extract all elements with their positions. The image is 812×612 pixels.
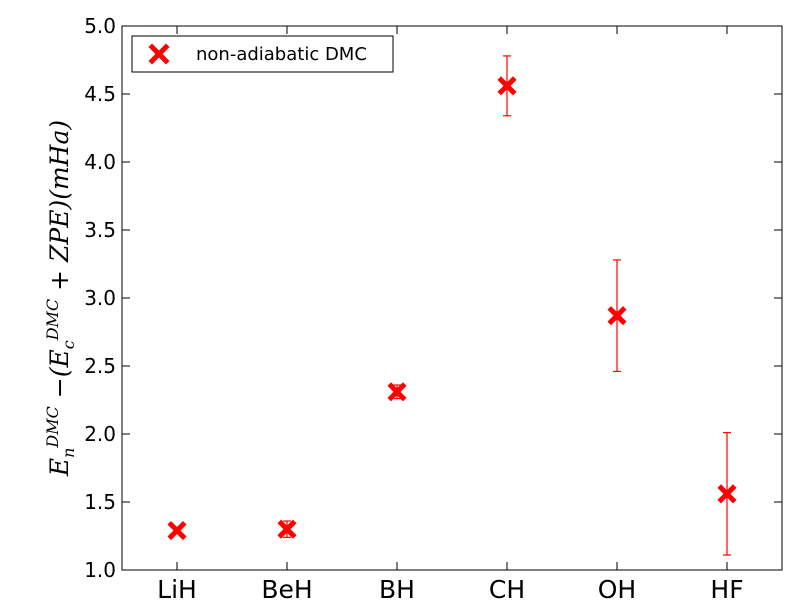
marker-stroke	[497, 76, 517, 96]
marker-stroke	[167, 521, 187, 541]
x-tick-label: CH	[489, 575, 525, 604]
y-tick-label: 4.0	[84, 150, 116, 174]
data-point	[167, 521, 187, 541]
ylabel-dmc: DMC	[43, 406, 62, 448]
y-tick-label: 5.0	[84, 14, 116, 38]
ylabel-minus: −(	[45, 366, 74, 406]
legend-marker	[148, 43, 170, 65]
data-point	[717, 432, 737, 556]
y-axis-label: EnDMC −(EcDMC + ZPE)(mHa)	[43, 120, 78, 477]
ylabel-ec: E	[45, 349, 74, 368]
ylabel-rest: + ZPE)(mHa)	[45, 120, 74, 299]
y-axis: 1.0 1.5 2.0 2.5 3.0 3.5 4.0 4.5 5.0	[84, 14, 782, 582]
x-axis: LiH BeH BH CH OH HF	[157, 26, 744, 604]
ylabel-n: n	[59, 448, 78, 458]
legend: non-adiabatic DMC	[131, 35, 394, 73]
marker-stroke	[607, 306, 627, 326]
ylabel-c: c	[59, 340, 78, 349]
y-tick-label: 2.5	[84, 354, 116, 378]
data-point	[277, 519, 297, 539]
marker-stroke	[277, 519, 297, 539]
x-tick-label: HF	[710, 575, 743, 604]
data-point	[387, 382, 407, 402]
legend-box	[131, 35, 394, 73]
data-point	[607, 259, 627, 373]
y-tick-label: 3.5	[84, 218, 116, 242]
marker-stroke	[387, 382, 407, 402]
y-tick-label: 3.0	[84, 286, 116, 310]
ylabel-dmc2: DMC	[43, 299, 62, 341]
data-marks	[167, 55, 737, 556]
x-tick-label: LiH	[157, 575, 197, 604]
y-tick-label: 1.0	[84, 558, 116, 582]
data-point	[497, 55, 517, 117]
y-tick-label: 1.5	[84, 490, 116, 514]
y-tick-label: 4.5	[84, 82, 116, 106]
x-tick-label: BH	[379, 575, 415, 604]
legend-label: non-adiabatic DMC	[196, 44, 367, 65]
ylabel-e: E	[45, 458, 74, 477]
plot-area	[121, 25, 783, 571]
marker-stroke	[717, 484, 737, 504]
x-tick-label: BeH	[261, 575, 312, 604]
x-tick-label: OH	[598, 575, 636, 604]
y-tick-label: 2.0	[84, 422, 116, 446]
